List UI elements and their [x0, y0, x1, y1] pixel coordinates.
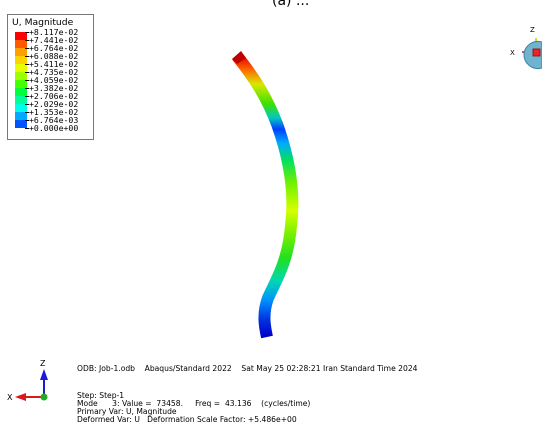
legend-tick: [25, 40, 29, 41]
legend-value-label: +4.735e-02: [29, 67, 79, 77]
legend-value-label: +8.117e-02: [29, 27, 79, 37]
legend-swatch: [15, 32, 27, 40]
legend-swatch: [15, 80, 27, 88]
legend-tick: [25, 112, 29, 113]
legend-value-label: +2.706e-02: [29, 91, 79, 101]
legend-value-label: +6.764e-02: [29, 43, 79, 53]
legend-tick: [25, 96, 29, 97]
legend-title: U, Magnitude: [12, 17, 74, 28]
legend-value-label: +6.088e-02: [29, 51, 79, 61]
legend-swatch: [15, 88, 27, 96]
y-axis-dot-icon: [40, 393, 48, 401]
legend-tick: [25, 80, 29, 81]
mode-line: Mode 3: Value = 73458. Freq = 43.136 (cy…: [77, 399, 311, 408]
legend-swatch: [15, 48, 27, 56]
x-arrowhead-icon: [15, 393, 26, 401]
z-arrowhead-icon: [40, 369, 48, 380]
legend-value-label: +6.764e-03: [29, 115, 79, 125]
legend-value-label: +4.059e-02: [29, 75, 79, 85]
beam-top-cap: [232, 51, 246, 64]
legend-tick: [25, 88, 29, 89]
triad-z-label: Z: [40, 359, 46, 368]
legend-swatch: [15, 40, 27, 48]
legend-value-label: +0.000e+00: [29, 123, 79, 133]
view-cube[interactable]: [510, 30, 542, 75]
figure-title-fragment: (a) ...: [272, 0, 310, 9]
contour-legend[interactable]: U, Magnitude +8.117e-02 +7.441e-02 +6.764e…: [7, 14, 94, 140]
legend-tick: [25, 104, 29, 105]
legend-swatch: [15, 56, 27, 64]
legend-tick: [25, 56, 29, 57]
legend-tick: [25, 72, 29, 73]
view-cube-center-icon: [532, 48, 541, 57]
legend-value-label: +2.029e-02: [29, 99, 79, 109]
legend-tick: [25, 48, 29, 49]
legend-swatch: [15, 96, 27, 104]
view-cube-x-label: X: [510, 49, 515, 57]
legend-swatch: [15, 104, 27, 112]
legend-tick: [25, 128, 29, 129]
legend-value-label: +3.382e-02: [29, 83, 79, 93]
deformed-beam: [232, 52, 299, 339]
legend-tick: [25, 64, 29, 65]
triad-x-label: X: [7, 393, 13, 402]
deformed-var-line: Deformed Var: U Deformation Scale Factor…: [77, 415, 297, 424]
odb-info-line: ODB: Job-1.odb Abaqus/Standard 2022 Sat …: [77, 364, 418, 373]
legend-swatch: [15, 112, 27, 120]
step-line: Step: Step-1: [77, 391, 125, 400]
legend-swatch: [15, 120, 27, 128]
legend-swatch: [15, 72, 27, 80]
legend-value-label: +1.353e-02: [29, 107, 79, 117]
primary-var-line: Primary Var: U, Magnitude: [77, 407, 177, 416]
legend-tick: [25, 32, 29, 33]
legend-value-label: +7.441e-02: [29, 35, 79, 45]
coordinate-triad: [15, 369, 48, 401]
legend-value-label: +5.411e-02: [29, 59, 79, 69]
legend-tick: [25, 120, 29, 121]
legend-swatch: [15, 64, 27, 72]
view-cube-z-label: Z: [530, 26, 535, 34]
